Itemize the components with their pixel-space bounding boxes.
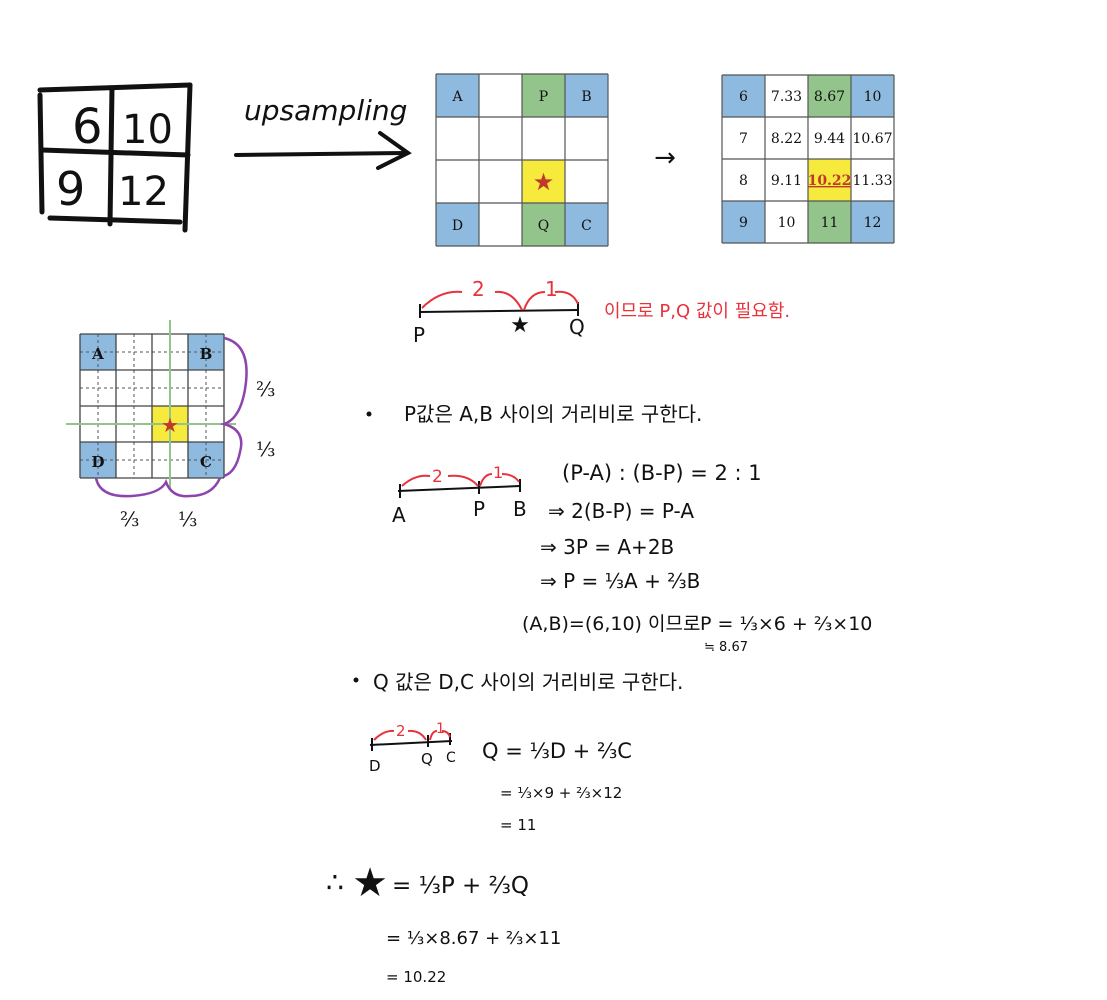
result-eq1: = ⅓P + ⅔Q (392, 873, 529, 899)
dc-left-ratio: 2 (396, 722, 406, 740)
p-eq3: ⇒ 3P = A+2B (540, 535, 674, 559)
input-cell-c: 9 (56, 162, 85, 216)
grid-b-cell: 7 (739, 131, 748, 147)
ratio-grid-b: B (200, 345, 213, 363)
q-eq3: = 11 (500, 816, 536, 834)
dc-c-label: C (446, 750, 456, 766)
p-eq5-left: (A,B)=(6,10) 이므로 (522, 613, 700, 635)
dc-right-ratio: 1 (436, 721, 445, 737)
p-eq1: (P-A) : (B-P) = 2 : 1 (562, 461, 762, 485)
ratio-grid-c: C (200, 453, 212, 471)
ratio-grid-a: A (91, 345, 104, 363)
q-eq1: Q = ⅓D + ⅔C (482, 739, 632, 763)
p-eq5-right: P = ⅓×6 + ⅔×10 (700, 613, 872, 635)
grid-a-label-b: B (581, 89, 591, 105)
ab-a-label: A (392, 503, 406, 527)
pq-left-ratio: 2 (472, 277, 485, 301)
bullet-p (366, 411, 372, 417)
dc-d-label: D (369, 757, 381, 775)
p-eq6: ≒ 8.67 (704, 640, 748, 655)
ratio-grid-d: D (91, 453, 104, 471)
ab-p-label: P (473, 497, 485, 521)
grid-b-cell: 8.22 (771, 131, 802, 147)
bullet-q (353, 677, 359, 683)
grid-b-cell: 10 (864, 89, 882, 105)
grid-b-cell: 12 (864, 215, 882, 231)
ab-number-line (397, 473, 521, 498)
right-arrow-icon: → (654, 143, 676, 173)
pq-note: 이므로 P,Q 값이 필요함. (604, 301, 790, 322)
grid-b-cell: 9.44 (814, 131, 845, 147)
p-eq4: ⇒ P = ⅓A + ⅔B (540, 569, 700, 593)
grid-b-cell: 10 (778, 215, 796, 231)
pq-star-icon: ★ (510, 313, 530, 338)
dc-q-label: Q (421, 750, 433, 768)
section-q-heading: Q 값은 D,C 사이의 거리비로 구한다. (373, 670, 683, 694)
ab-b-label: B (513, 497, 527, 521)
grid-a-label-a: A (451, 89, 463, 105)
grid-b-cell: 6 (739, 89, 748, 105)
p-eq2: ⇒ 2(B-P) = P-A (548, 499, 694, 523)
input-cell-b: 10 (122, 107, 173, 153)
grid-b-cell: 10.67 (852, 131, 892, 147)
upsampling-arrow-icon (234, 131, 412, 170)
section-p-heading: P값은 A,B 사이의 거리비로 구한다. (404, 402, 702, 426)
pq-right-ratio: 1 (545, 277, 558, 301)
grid-a-label-d: D (452, 218, 463, 234)
grid-b-cell: 11 (821, 215, 839, 231)
therefore-icon: ∴ (326, 866, 344, 899)
grid-b-cell: 9.11 (771, 173, 802, 189)
grid-b: 6 7.33 8.67 10 7 8.22 9.44 10.67 8 9.11 … (721, 74, 895, 244)
ratio-right-bottom: ⅓ (256, 437, 275, 461)
pq-number-line (419, 290, 579, 318)
grid-a-label-p: P (539, 89, 548, 105)
grid-a-label-c: C (581, 218, 592, 234)
result-eq2: = ⅓×8.67 + ⅔×11 (386, 928, 561, 949)
ratio-bottom-right: ⅓ (178, 507, 197, 531)
ratio-grid-star-icon: ★ (161, 413, 179, 437)
input-cell-a: 6 (72, 99, 103, 155)
star-icon: ★ (533, 168, 555, 196)
upsampling-label: upsampling (244, 94, 407, 127)
ratio-right-top: ⅔ (256, 377, 275, 401)
ratio-grid: A B D C ★ (66, 320, 248, 498)
grid-b-cell: 8.67 (814, 89, 845, 105)
grid-b-cell: 7.33 (771, 89, 802, 105)
ratio-bottom-left: ⅔ (120, 507, 139, 531)
grid-a-label-q: Q (538, 218, 549, 234)
input-cell-d: 12 (118, 169, 169, 215)
grid-b-cell: 9 (739, 215, 748, 231)
grid-b-cell-highlight: 10.22 (808, 173, 852, 189)
result-star-icon: ★ (352, 860, 388, 906)
ab-right-ratio: 1 (493, 463, 503, 482)
dc-number-line (369, 729, 453, 751)
input-matrix (37, 82, 193, 233)
pq-q-label: Q (569, 315, 585, 339)
grid-b-cell: 8 (739, 173, 748, 189)
result-eq3: = 10.22 (386, 968, 446, 986)
grid-a: A P B D Q C ★ (435, 73, 609, 247)
q-eq2: = ⅓×9 + ⅔×12 (500, 784, 622, 802)
ab-left-ratio: 2 (432, 467, 443, 487)
grid-b-cell: 11.33 (852, 173, 892, 189)
pq-p-label: P (413, 323, 425, 347)
